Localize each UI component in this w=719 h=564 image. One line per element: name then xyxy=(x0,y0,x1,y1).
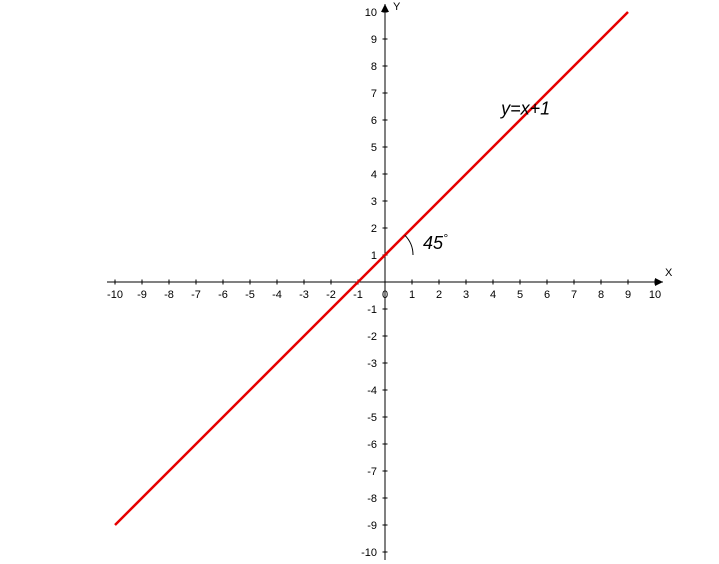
x-tick-label: -2 xyxy=(326,289,336,301)
x-tick-label: -7 xyxy=(191,289,201,301)
x-tick-label: 9 xyxy=(625,289,631,301)
y-tick-label: -10 xyxy=(361,547,377,559)
y-tick-label: -3 xyxy=(367,358,377,370)
y-tick-label: 9 xyxy=(371,34,377,46)
y-tick-label: -5 xyxy=(367,412,377,424)
y-tick-label: 10 xyxy=(365,7,377,19)
x-tick-label: 2 xyxy=(436,289,442,301)
y-tick-label: -1 xyxy=(367,304,377,316)
x-tick-label: -9 xyxy=(137,289,147,301)
x-tick-label: -4 xyxy=(272,289,282,301)
x-tick-label: 6 xyxy=(544,289,550,301)
y-tick-label: 2 xyxy=(371,223,377,235)
x-tick-label: 7 xyxy=(571,289,577,301)
x-tick-label: 4 xyxy=(490,289,496,301)
x-axis-label: X xyxy=(665,267,673,279)
y-tick-label: 3 xyxy=(371,196,377,208)
x-tick-label: -6 xyxy=(218,289,228,301)
y-tick-label: -7 xyxy=(367,466,377,478)
x-tick-label: 3 xyxy=(463,289,469,301)
x-tick-label: -1 xyxy=(353,289,363,301)
angle-label: 45° xyxy=(423,231,448,253)
y-axis-label: Y xyxy=(393,1,401,13)
x-tick-label: -3 xyxy=(299,289,309,301)
x-tick-label: 1 xyxy=(409,289,415,301)
y-tick-label: 1 xyxy=(371,250,377,262)
x-tick-label: 5 xyxy=(517,289,523,301)
chart-container: XY-10-9-8-7-6-5-4-3-2-1012345678910-10-9… xyxy=(0,0,719,564)
y-tick-label: -2 xyxy=(367,331,377,343)
x-tick-label: 8 xyxy=(598,289,604,301)
y-tick-label: -6 xyxy=(367,439,377,451)
y-tick-label: 5 xyxy=(371,142,377,154)
y-axis-arrow xyxy=(381,4,389,12)
equation-label: y=x+1 xyxy=(499,99,550,119)
x-tick-label: -10 xyxy=(107,289,123,301)
x-tick-label: -5 xyxy=(245,289,255,301)
y-tick-label: -9 xyxy=(367,520,377,532)
x-axis-arrow xyxy=(655,278,663,286)
y-tick-label: -4 xyxy=(367,385,377,397)
y-tick-label: 8 xyxy=(371,61,377,73)
y-tick-label: 6 xyxy=(371,115,377,127)
y-tick-label: 7 xyxy=(371,88,377,100)
chart-svg: XY-10-9-8-7-6-5-4-3-2-1012345678910-10-9… xyxy=(0,0,719,564)
y-tick-label: 4 xyxy=(371,169,377,181)
x-tick-label: 10 xyxy=(649,289,661,301)
angle-arc xyxy=(405,235,413,255)
y-tick-label: -8 xyxy=(367,493,377,505)
x-tick-label: -8 xyxy=(164,289,174,301)
x-tick-label: 0 xyxy=(382,289,388,301)
